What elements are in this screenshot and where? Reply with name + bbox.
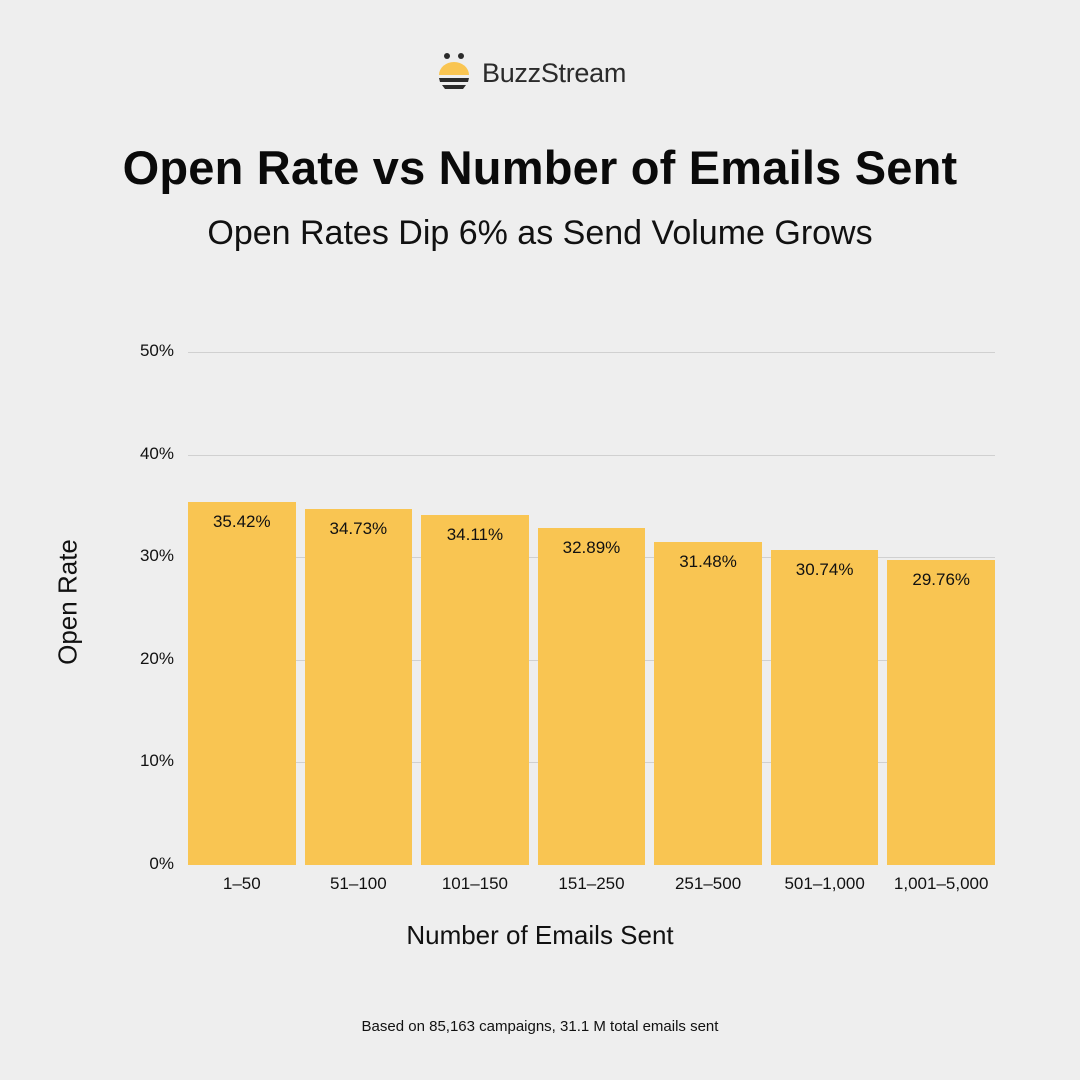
- y-tick-label: 30%: [139, 546, 174, 566]
- y-tick-label: 50%: [139, 341, 174, 360]
- bar: 32.89%: [537, 527, 646, 865]
- x-tick-label: 1,001–5,000: [893, 874, 989, 893]
- brand-name: BuzzStream: [482, 57, 627, 88]
- x-tick-label: 101–150: [441, 874, 509, 893]
- bar: 34.11%: [421, 515, 529, 865]
- x-tick-label: 501–1,000: [784, 874, 865, 893]
- footnote: Based on 85,163 campaigns, 31.1 M total …: [361, 1018, 719, 1035]
- gridline: [188, 454, 995, 456]
- x-tick-label: 51–100: [329, 874, 387, 893]
- bee-icon: [439, 53, 469, 89]
- gridline: [188, 352, 995, 353]
- bar: 29.76%: [887, 559, 995, 865]
- chart-title: Open Rate vs Number of Emails Sent: [122, 141, 958, 194]
- bar-value-label: 34.11%: [446, 525, 504, 545]
- bar-value-label: 35.42%: [212, 511, 271, 531]
- y-tick-label: 0%: [149, 854, 174, 873]
- bar: 35.42%: [188, 501, 296, 865]
- x-tick-label: 151–250: [558, 874, 625, 893]
- chart-subtitle: Open Rates Dip 6% as Send Volume Grows: [207, 214, 873, 252]
- x-axis-label: Number of Emails Sent: [406, 920, 674, 950]
- y-axis-label: Open Rate: [52, 539, 83, 665]
- x-tick-label: 1–50: [222, 874, 261, 893]
- plot-area: 35.42% 34.73% 34.11% 32.89% 31.48% 30.74% 29.7…: [188, 352, 995, 865]
- bar-value-label: 34.73%: [329, 518, 388, 538]
- bar: 31.48%: [654, 542, 762, 865]
- bar: 30.74%: [770, 549, 879, 865]
- y-tick-label: 20%: [139, 648, 174, 668]
- x-tick-label: 251–500: [674, 874, 742, 893]
- y-tick-label: 10%: [139, 751, 174, 771]
- bar-value-label: 30.74%: [795, 559, 854, 579]
- brand-logo: BuzzStream: [436, 50, 626, 96]
- y-tick-label: 40%: [139, 443, 174, 463]
- bar-value-label: 31.48%: [679, 552, 737, 572]
- bar: 34.73%: [304, 508, 413, 865]
- bar-value-label: 32.89%: [562, 537, 621, 557]
- bar-value-label: 29.76%: [912, 569, 971, 589]
